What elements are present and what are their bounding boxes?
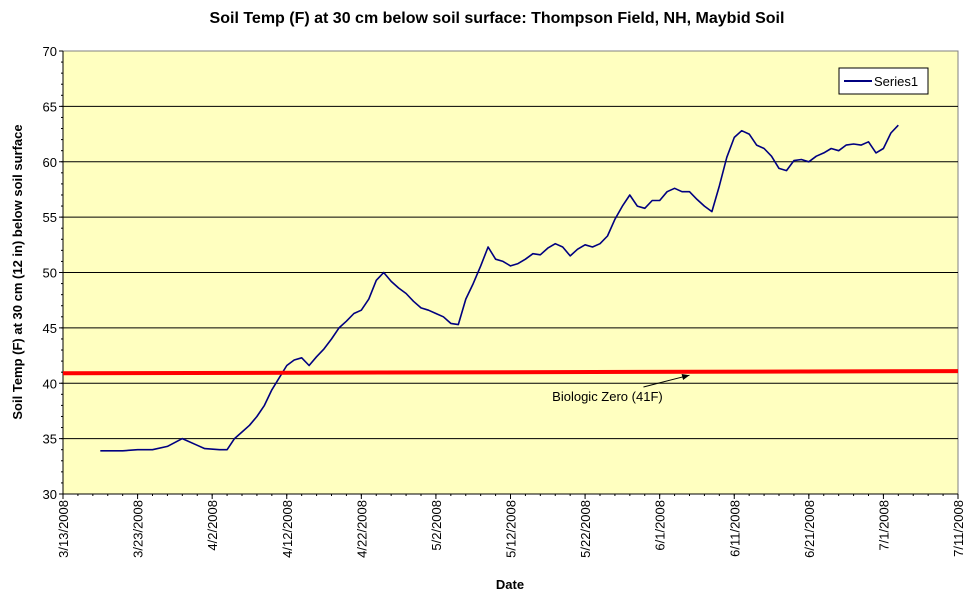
y-tick-label: 50 <box>43 266 57 281</box>
x-tick-label: 3/13/2008 <box>56 500 71 558</box>
y-tick-label: 55 <box>43 210 57 225</box>
x-tick-label: 5/2/2008 <box>429 500 444 551</box>
x-tick-label: 4/2/2008 <box>205 500 220 551</box>
annotation-arrow <box>643 374 690 388</box>
annotation-arrowhead <box>681 374 690 380</box>
x-tick-label: 7/1/2008 <box>876 500 891 551</box>
y-tick-label: 45 <box>43 321 57 336</box>
y-tick-label: 30 <box>43 487 57 502</box>
annotation-label: Biologic Zero (41F) <box>552 389 663 404</box>
x-axis: 3/13/2008 3/23/2008 4/2/2008 4/12/2008 4/22/… <box>56 493 966 558</box>
y-tick-label: 65 <box>43 99 57 114</box>
chart-title: Soil Temp (F) at 30 cm below soil surfac… <box>210 10 785 27</box>
x-tick-label: 7/11/2008 <box>951 500 966 557</box>
x-tick-label: 6/1/2008 <box>653 500 668 551</box>
x-tick-label: 4/12/2008 <box>280 500 295 558</box>
y-tick-label: 35 <box>43 432 57 447</box>
x-tick-label: 6/21/2008 <box>802 500 817 558</box>
x-tick-label: 6/11/2008 <box>727 500 742 557</box>
y-tick-label: 40 <box>43 376 57 391</box>
x-axis-title: Date <box>496 577 524 592</box>
y-tick-label: 60 <box>43 155 57 170</box>
y-axis-title: Soil Temp (F) at 30 cm (12 in) below soi… <box>10 124 25 419</box>
x-tick-label: 3/23/2008 <box>131 500 146 558</box>
biologic-zero-line <box>62 369 959 376</box>
legend: Series1 <box>838 67 929 95</box>
x-tick-label: 5/12/2008 <box>504 500 519 558</box>
legend-label: Series1 <box>874 74 918 89</box>
series-group <box>62 124 959 452</box>
y-tick-label: 70 <box>43 44 57 59</box>
x-tick-label: 4/22/2008 <box>354 500 369 558</box>
annotations: Biologic Zero (41F) <box>552 374 690 404</box>
y-axis: 30 35 40 45 50 55 60 65 70 <box>43 44 64 502</box>
x-tick-label: 5/22/2008 <box>578 500 593 558</box>
